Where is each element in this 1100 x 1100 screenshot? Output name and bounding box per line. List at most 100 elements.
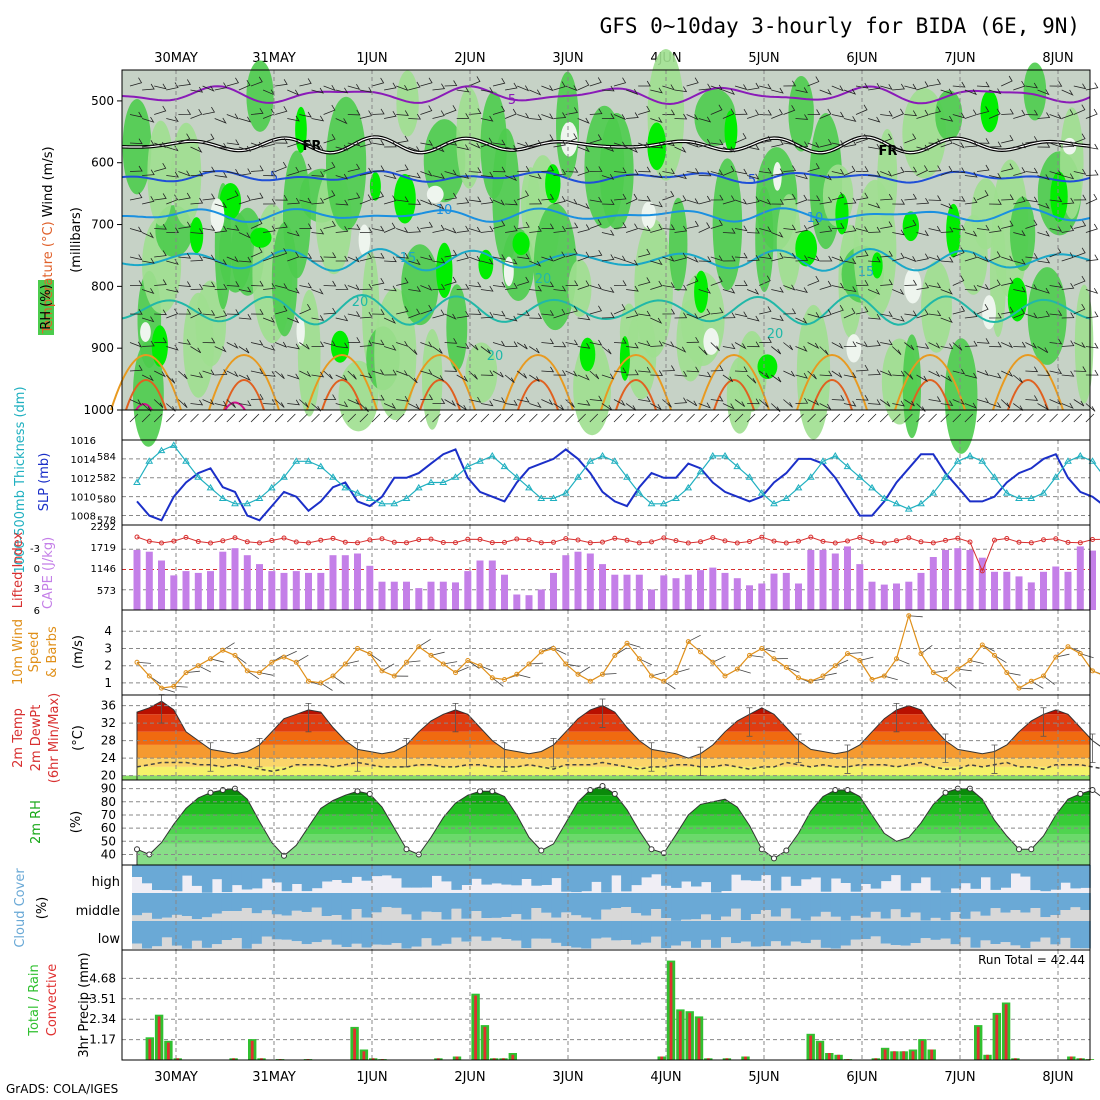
wind-barb: [686, 168, 700, 174]
minmax-whisker: [354, 742, 361, 772]
wind-barb: [1073, 83, 1087, 90]
wind-barb: [819, 138, 833, 148]
wind-barb: [674, 146, 687, 153]
wind-barb: [1013, 230, 1026, 237]
wind-barb: [190, 283, 204, 290]
cloud-cover-bar: [571, 921, 582, 948]
bottom-date-label: 6JUN: [846, 1070, 877, 1085]
cape-bar: [586, 553, 594, 610]
wind-barb: [323, 161, 336, 172]
wind-barb: [323, 252, 337, 258]
rh-humid-zone: [297, 289, 321, 417]
wind-barb: [214, 259, 228, 266]
isotherm-10: [122, 206, 1091, 223]
surface-wind-barb: [359, 413, 369, 423]
wind-barb: [468, 142, 481, 149]
cloud-cover-bar: [191, 921, 203, 941]
cloud-cover-bar: [840, 893, 852, 921]
surface-wind-barb: [129, 413, 139, 423]
cloud-cover-gap: [531, 908, 542, 921]
thickness-point: [292, 457, 301, 464]
wind-barb: [274, 370, 285, 380]
wind-barb: [589, 370, 600, 380]
surface-wind-barb: [819, 413, 828, 423]
wind-barb: [722, 195, 736, 205]
wind-barb: [952, 195, 966, 202]
cloud-cover-bar: [1050, 865, 1061, 890]
wind-barb: [178, 399, 188, 408]
cloud-cover-bar: [1000, 865, 1011, 888]
wind-barb: [226, 190, 239, 201]
wind-barb: [202, 337, 216, 344]
wind-barb: [142, 169, 155, 176]
wind-speed-point: [465, 658, 471, 663]
wind-barb: [1073, 275, 1086, 286]
wind-barb: [214, 171, 228, 178]
wind-barb: [238, 195, 251, 205]
cape-bar: [1003, 571, 1011, 610]
wind-speed-point: [453, 670, 458, 676]
wind-barb: [1037, 89, 1050, 96]
wind-axis-title-2: Speed: [27, 632, 42, 673]
cloud-cover-gap: [211, 913, 223, 921]
lifted-index-point: [257, 540, 262, 546]
wind-barb: [976, 256, 990, 263]
cloud-cover-bar: [471, 865, 482, 879]
surface-wind-barb: [553, 413, 562, 423]
cloud-cover-bar: [391, 865, 402, 879]
cloud-cover-gap: [311, 942, 323, 949]
wind-barb: [1049, 368, 1063, 375]
cloud-cover-gap: [231, 938, 243, 949]
wind-barb: [553, 112, 567, 119]
cloud-cover-bar: [152, 865, 163, 890]
wind-barb: [976, 138, 990, 144]
wind-barb: [892, 145, 905, 152]
wind-barb: [771, 108, 783, 119]
wind-barb: [795, 173, 808, 180]
surface-wind-barb: [783, 413, 792, 423]
wind-barb: [130, 280, 143, 286]
wind-barb: [746, 109, 760, 119]
wind-barb: [262, 251, 275, 262]
wind-barb: [565, 107, 579, 115]
cloud-cover-gap: [501, 917, 512, 921]
wind-barb: [541, 85, 554, 92]
cloud-cover-gap: [261, 910, 273, 921]
cloud-cover-gap: [651, 936, 662, 949]
wind-barb: [613, 77, 627, 87]
wind-barb: [783, 284, 796, 291]
surface-wind-barb: [637, 413, 647, 423]
wind-speed-point: [881, 673, 887, 679]
cloud-cover-gap: [731, 943, 742, 949]
cloud-cover-bar: [391, 921, 402, 944]
cape-bar: [623, 574, 631, 610]
wind-barb: [492, 310, 506, 317]
cloud-cover-gap: [591, 938, 602, 949]
wind-barb: [1037, 257, 1051, 264]
cloud-cover-bar: [251, 865, 263, 889]
wind-barb: [698, 402, 711, 409]
surface-wind-barb: [141, 413, 151, 423]
wind-barb: [504, 108, 517, 119]
wind-barb: [892, 346, 902, 355]
cloud-cover-gap: [331, 915, 343, 921]
wind-barb: [129, 308, 143, 315]
cloud-cover-bar: [671, 893, 682, 921]
wind-barb: [626, 310, 639, 319]
wind-barb: [202, 193, 216, 201]
cloud-cover-bar: [691, 893, 702, 920]
thickness-point: [390, 499, 399, 507]
lifted-index-point: [943, 537, 948, 543]
wind-barb: [916, 165, 928, 176]
wind-barb: [988, 372, 1002, 379]
cloud-cover-bar: [721, 865, 732, 891]
wind-barb: [964, 140, 978, 148]
cloud-cover-bar: [261, 865, 273, 879]
cloud-cover-gap: [401, 914, 412, 921]
rh-humid-zone: [776, 194, 802, 291]
minmax-whisker: [795, 733, 802, 763]
thickness-point: [402, 494, 411, 501]
cloud-cover-gap: [551, 917, 562, 921]
cloud-cover-gap: [870, 911, 882, 921]
cloud-cover-bar: [850, 893, 862, 916]
